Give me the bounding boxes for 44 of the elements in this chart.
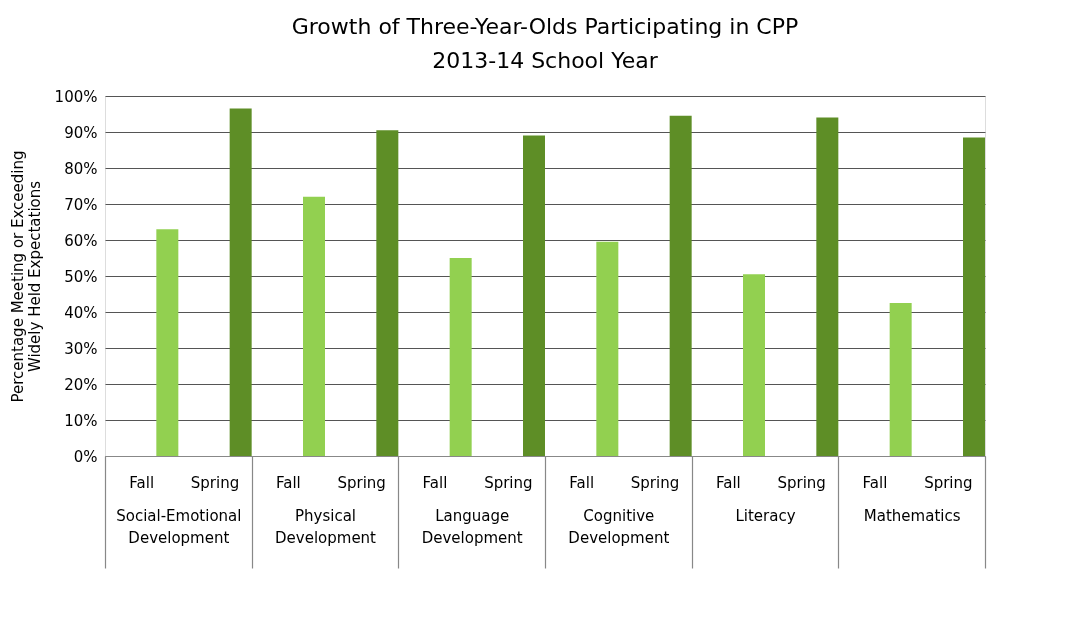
x-tick-label: Physical Development bbox=[275, 506, 377, 547]
series-label: Spring bbox=[190, 474, 240, 492]
bar bbox=[523, 135, 545, 456]
y-tick-label: 20% bbox=[64, 375, 98, 394]
text: Fall bbox=[569, 474, 595, 492]
chart-title: Growth of Three-Year-Olds Participating in CPP bbox=[291, 14, 799, 39]
text: Fall bbox=[422, 474, 448, 492]
y-tick-label: 70% bbox=[64, 195, 98, 214]
text: Spring bbox=[924, 474, 973, 492]
bar bbox=[743, 274, 765, 456]
bar bbox=[816, 117, 839, 456]
bar bbox=[963, 137, 985, 456]
bar bbox=[596, 241, 619, 456]
y-tick-label: 10% bbox=[64, 411, 98, 430]
bar bbox=[889, 303, 912, 456]
text: Fall bbox=[862, 474, 888, 492]
y-tick-label: 90% bbox=[64, 123, 98, 142]
series-label: Fall bbox=[129, 474, 155, 492]
text: Spring bbox=[337, 474, 386, 492]
y-tick-label: 30% bbox=[64, 339, 98, 358]
text: Fall bbox=[275, 474, 301, 492]
bar bbox=[449, 258, 472, 456]
x-tick-label: Literacy bbox=[735, 506, 796, 525]
chart-subtitle: 2013-14 School Year bbox=[432, 48, 659, 73]
y-tick-label: 50% bbox=[64, 267, 98, 286]
bar bbox=[229, 108, 252, 456]
x-tick-label: Cognitive Development bbox=[568, 506, 670, 547]
text: Spring bbox=[630, 474, 680, 492]
x-tick-label: Language Development bbox=[421, 506, 523, 547]
bar bbox=[156, 229, 179, 456]
y-tick-label: 40% bbox=[64, 303, 98, 322]
y-axis-title: Percentage Meeting or Exceeding Widely Held Expectations bbox=[8, 150, 44, 403]
y-tick-label: 0% bbox=[73, 447, 98, 466]
text: Spring bbox=[777, 474, 826, 492]
y-tick-label: 60% bbox=[64, 231, 98, 250]
x-tick-label: Mathematics bbox=[863, 506, 961, 525]
y-tick-label: 100% bbox=[54, 87, 98, 106]
bar bbox=[669, 115, 692, 456]
bar bbox=[376, 130, 399, 456]
text: Fall bbox=[715, 474, 741, 492]
x-tick-label: Social-Emotional Development bbox=[116, 506, 242, 547]
bar bbox=[303, 196, 325, 456]
y-tick-label: 80% bbox=[64, 159, 98, 178]
text: Spring bbox=[484, 474, 533, 492]
